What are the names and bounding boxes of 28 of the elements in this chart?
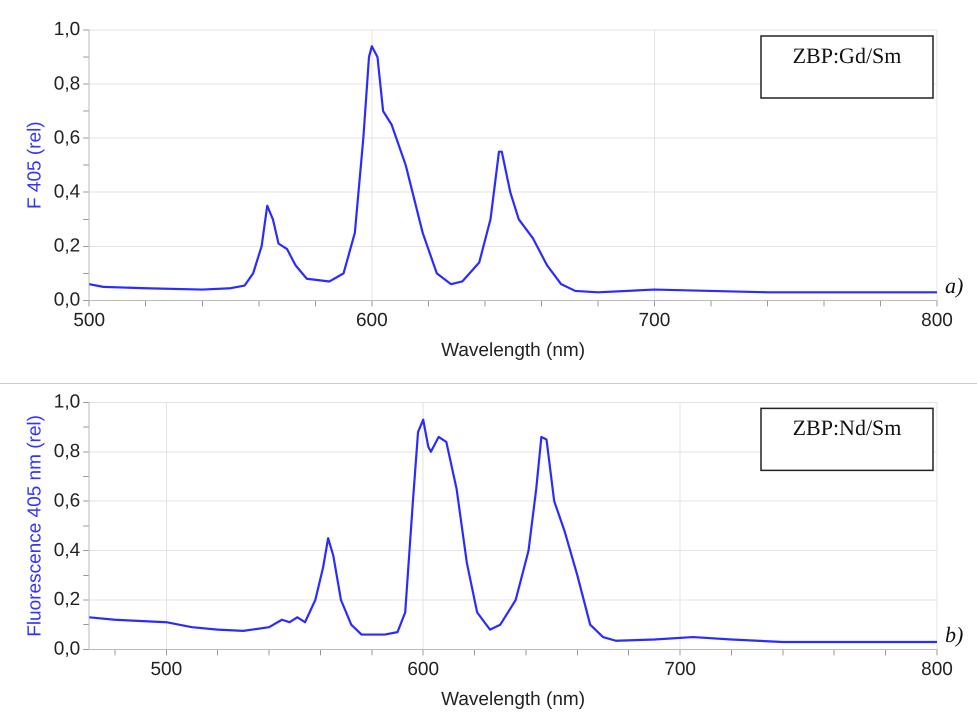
x-tick-label: 600 xyxy=(407,659,440,680)
y-tick-label: 0,0 xyxy=(54,290,80,311)
y-axis-title: Fluorescence 405 nm (rel) xyxy=(24,415,46,637)
y-tick-label: 0,2 xyxy=(54,236,80,257)
y-tick-label: 0,6 xyxy=(54,127,80,148)
y-tick-label: 0,4 xyxy=(54,540,81,561)
y-tick-label: 0,4 xyxy=(54,181,81,202)
y-tick-label: 0,6 xyxy=(54,490,80,512)
y-axis-title: F 405 (rel) xyxy=(24,121,46,210)
text: a) xyxy=(945,273,964,298)
x-tick-label: 800 xyxy=(921,659,953,680)
y-tick-label: 0,0 xyxy=(54,638,80,660)
x-tick-label: 700 xyxy=(638,310,670,332)
x-tick-label: 500 xyxy=(150,659,182,680)
y-tick-label: 0,2 xyxy=(54,589,80,610)
annotation: ZBP:Gd/Sm xyxy=(792,42,902,68)
y-tick-label: 0,8 xyxy=(54,441,80,462)
y-tick-label: 0,8 xyxy=(54,73,80,94)
text: b) xyxy=(945,622,964,648)
x-tick-label: 600 xyxy=(356,310,388,332)
y-tick-label: 1,0 xyxy=(54,392,80,413)
x-tick-label: 500 xyxy=(73,310,106,332)
y-tick-label: 1,0 xyxy=(54,19,80,40)
x-axis-title: Wavelength (nm) xyxy=(441,688,586,710)
x-axis-title: Wavelength (nm) xyxy=(441,340,586,361)
x-tick-label: 800 xyxy=(921,310,953,332)
annotation: ZBP:Nd/Sm xyxy=(792,415,902,440)
x-tick-label: 700 xyxy=(664,659,696,680)
